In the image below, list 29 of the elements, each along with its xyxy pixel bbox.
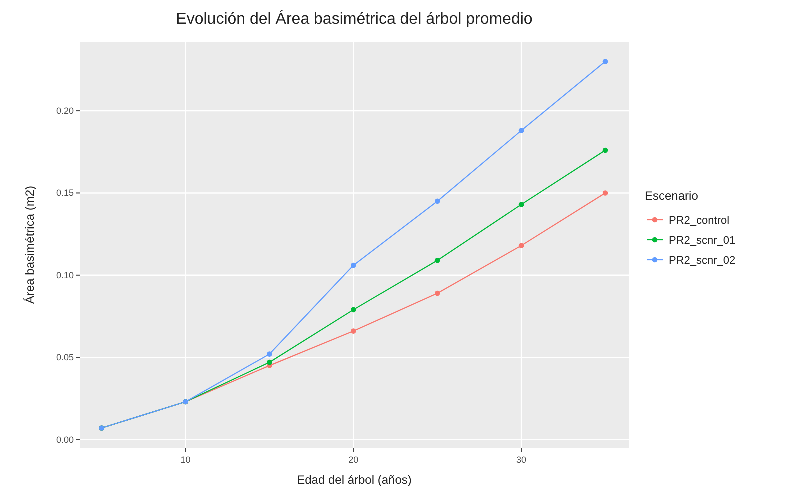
point	[434, 258, 440, 264]
legend-title: Escenario	[645, 189, 699, 203]
x-tick-label: 30	[516, 455, 527, 465]
x-axis-title: Edad del árbol (años)	[297, 473, 412, 487]
y-tick-label: 0.10	[56, 270, 74, 280]
point	[434, 198, 440, 204]
point	[434, 290, 440, 296]
y-tick-label: 0.05	[56, 352, 74, 363]
point	[518, 202, 524, 208]
point	[518, 243, 524, 248]
point	[267, 352, 272, 357]
point	[351, 328, 356, 334]
y-tick-label: 0.20	[56, 106, 74, 116]
legend-label: PR2_scnr_01	[669, 235, 736, 247]
legend-label: PR2_scnr_02	[669, 255, 736, 267]
chart-title: Evolución del Área basimétrica del árbol promedio	[176, 10, 533, 28]
point	[351, 307, 356, 313]
point	[267, 360, 272, 366]
point	[602, 148, 608, 154]
point	[602, 190, 608, 196]
point	[351, 262, 356, 268]
y-tick-label: 0.15	[56, 188, 74, 198]
point	[518, 128, 524, 134]
x-tick-label: 20	[348, 455, 359, 465]
x-tick-label: 10	[180, 455, 191, 465]
point	[602, 59, 608, 64]
y-tick-label: 0.00	[56, 434, 74, 445]
y-axis-title: Área basimétrica (m2)	[23, 186, 37, 304]
legend-label: PR2_control	[669, 215, 730, 227]
